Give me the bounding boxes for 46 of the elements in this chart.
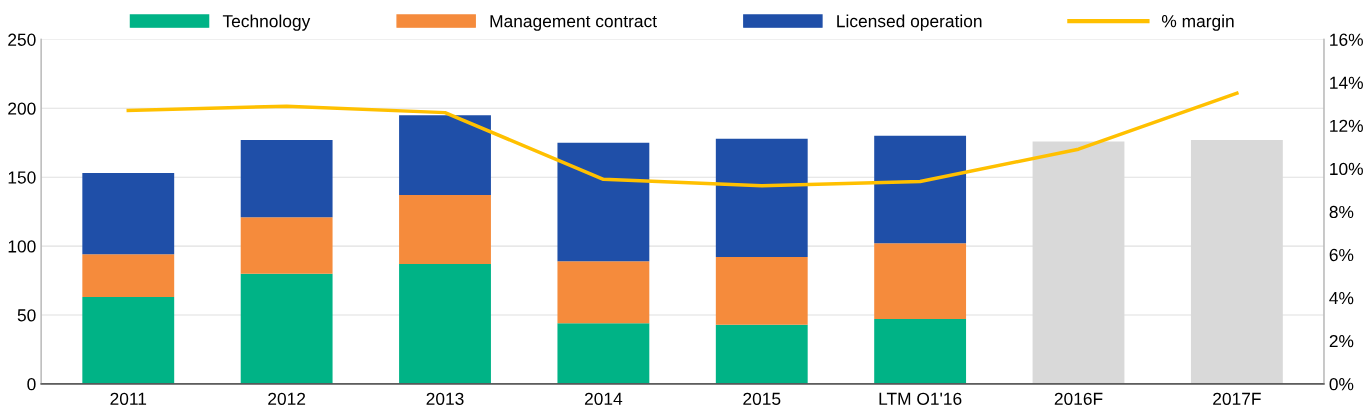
- legend-label: Management contract: [490, 15, 657, 31]
- bar: [557, 261, 650, 324]
- bar: [240, 217, 333, 274]
- bar: [82, 254, 175, 298]
- x-tick-label: LTM O1'16: [879, 392, 962, 405]
- y-tick-label: 150: [8, 171, 36, 184]
- legend-label: Licensed operation: [837, 14, 982, 31]
- bar: [82, 173, 175, 255]
- y2-tick-label: 16%: [1330, 33, 1363, 46]
- bar: [399, 264, 491, 384]
- y-tick-label: 250: [8, 33, 36, 46]
- x-tick-label: 2017F: [1213, 392, 1261, 405]
- legend-label: Technology: [222, 14, 311, 31]
- x-tick-label: 2013: [426, 392, 464, 405]
- line-series: [126, 91, 1239, 188]
- bar: [557, 323, 650, 384]
- bar: [715, 324, 808, 384]
- bar: [557, 142, 650, 262]
- y2-tick-label: 4%: [1329, 292, 1354, 305]
- y-tick-label: 100: [8, 240, 36, 253]
- bar: [715, 257, 808, 325]
- bar: [874, 135, 967, 244]
- bar: [399, 195, 491, 265]
- y2-tick-label: 12%: [1330, 119, 1363, 132]
- bar: [874, 319, 967, 384]
- y-tick-label: 200: [8, 102, 36, 115]
- y2-tick-label: 10%: [1330, 162, 1363, 176]
- y2-tick-label: 2%: [1329, 334, 1354, 348]
- x-tick-label: 2011: [110, 392, 147, 405]
- bar: [715, 138, 808, 258]
- y2-tick-label: 0%: [1329, 378, 1354, 391]
- x-tick-label: 2014: [584, 392, 623, 405]
- y2-tick-label: 6%: [1329, 248, 1354, 262]
- bar: [399, 115, 491, 196]
- bar: [240, 273, 333, 384]
- bar: [874, 243, 967, 320]
- y-tick-label: 0: [27, 378, 36, 391]
- y2-tick-label: 14%: [1330, 76, 1363, 89]
- x-tick-label: 2012: [268, 392, 306, 405]
- y-tick-label: 50: [17, 309, 36, 322]
- legend-label: % margin: [1161, 14, 1234, 31]
- x-tick-label: 2015: [743, 392, 781, 405]
- x-tick-label: 2016F: [1054, 392, 1103, 405]
- bar: [240, 140, 333, 218]
- bar: [82, 297, 175, 384]
- y2-tick-label: 8%: [1329, 205, 1354, 219]
